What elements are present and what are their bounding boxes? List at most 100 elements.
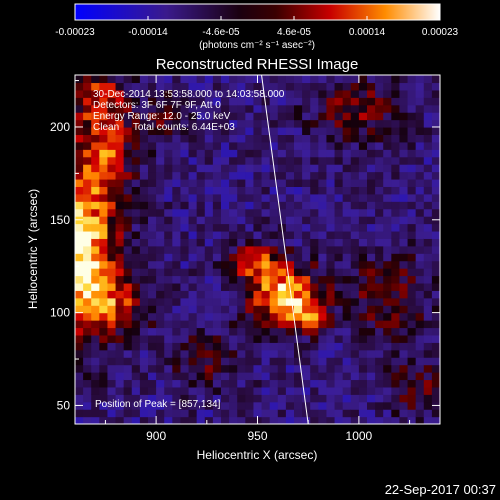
heatmap-cell [188,89,198,98]
heatmap-cell [399,164,409,173]
heatmap-cell [423,238,433,247]
heatmap-cell [180,245,190,254]
heatmap-cell [156,364,165,373]
heatmap-cell [237,104,246,113]
heatmap-cell [156,253,165,262]
heatmap-cell [342,320,352,329]
heatmap-cell [375,223,384,232]
heatmap-cell [310,141,319,150]
heatmap-cell [367,290,376,299]
heatmap-cell [115,82,125,91]
heatmap-cell [415,334,425,343]
heatmap-cell [277,416,287,424]
heatmap-cell [285,141,295,150]
heatmap-cell [115,253,125,262]
heatmap-cell [261,282,271,291]
heatmap-cell [285,320,295,329]
heatmap-cell [423,245,433,254]
heatmap-cell [367,327,376,336]
heatmap-cell [107,141,117,150]
heatmap-cell [115,75,125,84]
heatmap-cell [431,171,440,180]
heatmap-cell [148,305,157,314]
heatmap-cell [415,260,425,269]
heatmap-cell [107,334,117,343]
heatmap-cell [148,126,157,136]
heatmap-cell [318,104,328,113]
heatmap-cell [375,275,384,284]
heatmap-cell [123,238,133,247]
heatmap-cell [334,156,344,165]
heatmap-cell [172,394,182,403]
heatmap-cell [261,401,271,410]
heatmap-cell [204,75,214,84]
heatmap-cell [164,75,173,84]
heatmap-cell [245,89,255,98]
heatmap-cell [383,178,392,187]
heatmap-cell [391,386,401,395]
heatmap-cell [172,238,182,247]
heatmap-cell [156,320,165,329]
heatmap-cell [221,379,230,388]
heatmap-cell [172,275,182,284]
heatmap-cell [204,216,214,225]
heatmap-cell [310,89,319,98]
heatmap-cell [375,208,384,217]
heatmap-cell [253,260,263,269]
heatmap-cell [75,134,84,143]
heatmap-cell [375,245,384,254]
heatmap-cell [180,342,190,351]
heatmap-cell [115,334,125,343]
heatmap-cell [253,186,263,195]
heatmap-cell [358,334,368,343]
heatmap-cell [139,297,149,306]
heatmap-cell [221,97,230,106]
heatmap-cell [334,305,344,314]
heatmap-cell [391,290,401,299]
heatmap-cell [269,268,279,277]
heatmap-cell [399,409,409,418]
heatmap-cell [383,320,392,329]
heatmap-cell [204,193,214,202]
heatmap-cell [334,126,344,136]
heatmap-cell [294,282,303,291]
heatmap-cell [326,386,336,395]
heatmap-cell [131,164,141,173]
heatmap-cell [131,379,141,388]
heatmap-cell [285,268,295,277]
heatmap-cell [391,216,401,225]
heatmap-cell [269,178,279,187]
heatmap-cell [407,201,417,210]
heatmap-cell [431,312,440,321]
heatmap-cell [148,164,157,173]
heatmap-cell [91,193,100,202]
heatmap-cell [383,379,392,388]
heatmap-cell [123,320,133,329]
heatmap-cell [261,260,271,269]
heatmap-cell [221,82,230,91]
heatmap-cell [350,223,360,232]
heatmap-cell [245,75,255,84]
heatmap-cell [196,297,206,306]
heatmap-cell [245,320,255,329]
heatmap-cell [407,327,417,336]
heatmap-cell [148,253,157,262]
heatmap-cell [75,238,84,247]
heatmap-cell [383,238,392,247]
heatmap-cell [277,290,287,299]
heatmap-cell [253,238,263,247]
heatmap-cell [75,164,84,173]
heatmap-cell [375,238,384,247]
heatmap-cell [302,97,311,106]
heatmap-cell [423,89,433,98]
heatmap-cell [164,186,173,195]
heatmap-cell [180,409,190,418]
heatmap-cell [115,171,125,180]
heatmap-cell [310,119,319,128]
heatmap-cell [212,126,222,136]
heatmap-cell [342,416,352,424]
colorbar-tick-label: -0.00023 [55,27,95,38]
heatmap-cell [350,112,360,121]
heatmap-cell [172,416,182,424]
heatmap-cell [156,327,165,336]
